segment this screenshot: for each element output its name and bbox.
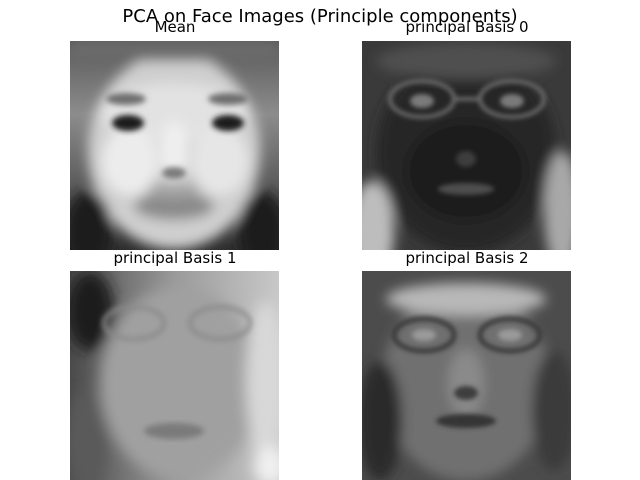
- basis-0-face-image: [362, 41, 571, 250]
- panel-title-mean: Mean: [154, 18, 196, 36]
- panel-title-basis-1: principal Basis 1: [113, 249, 237, 267]
- basis-2-face-image: [362, 271, 571, 480]
- panel-title-basis-2: principal Basis 2: [405, 249, 529, 267]
- basis-1-face-image: [70, 271, 279, 480]
- panel-title-basis-0: principal Basis 0: [405, 18, 529, 36]
- figure-title: PCA on Face Images (Principle components…: [122, 6, 518, 27]
- mean-face-image: [70, 41, 279, 250]
